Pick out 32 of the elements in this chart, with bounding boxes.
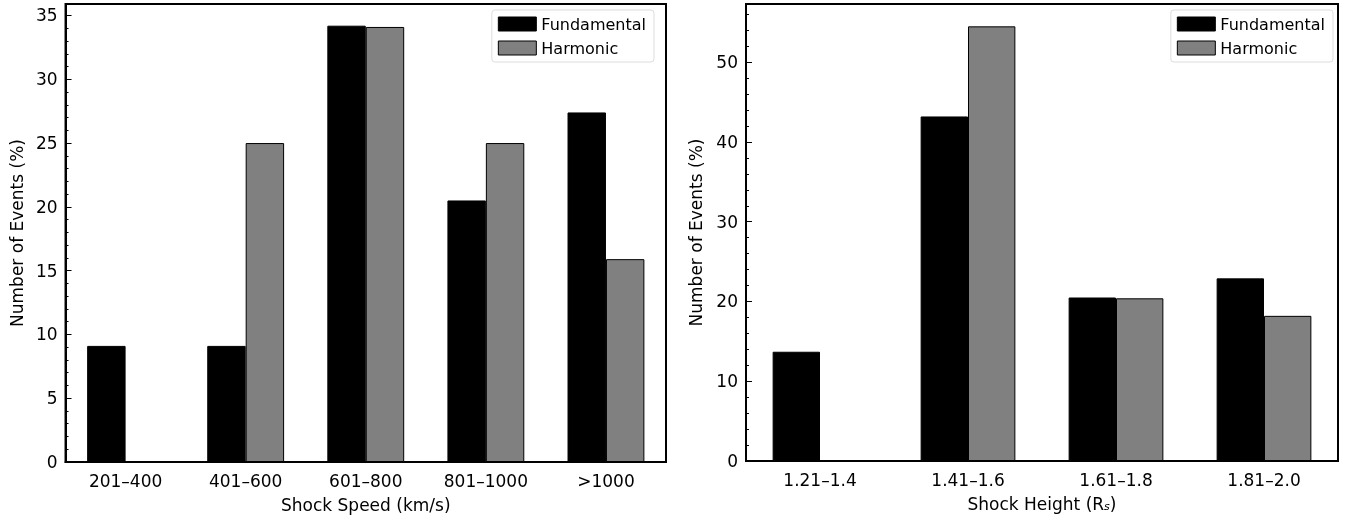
y-tick-label: 40	[716, 131, 738, 152]
y-tick-label: 0	[727, 451, 738, 471]
x-tick-label: 1.81–2.0	[1227, 469, 1301, 490]
legend-label: Fundamental	[1220, 14, 1326, 34]
x-tick-label: 1.21–1.4	[783, 469, 857, 490]
y-tick-label: 30	[716, 211, 738, 232]
y-tick-label: 50	[716, 52, 738, 73]
y-tick-label: 0	[46, 452, 58, 472]
y-tick-label: 15	[35, 260, 58, 281]
x-tick-label: 601–800	[329, 470, 403, 491]
x-tick-label: 201–400	[88, 470, 163, 491]
y-tick-label: 10	[35, 324, 58, 345]
y-tick-label: 35	[35, 5, 58, 26]
y-axis-title: Number of Events (%)	[685, 138, 706, 327]
x-axis-title: Shock Speed (km/s)	[281, 494, 451, 515]
x-tick-label: >1000	[577, 470, 635, 491]
x-tick-label: 1.61–1.8	[1079, 469, 1153, 490]
x-tick-label: 401–600	[208, 470, 283, 491]
y-tick-label: 20	[716, 291, 738, 312]
y-tick-label: 25	[35, 133, 58, 154]
y-tick-label: 5	[46, 388, 58, 409]
y-tick-label: 10	[716, 371, 738, 392]
y-tick-label: 20	[35, 196, 58, 217]
y-axis-title: Number of Events (%)	[6, 139, 27, 327]
legend-label: Harmonic	[1220, 38, 1298, 58]
legend-label: Fundamental	[541, 14, 647, 34]
x-tick-label: 801–1000	[443, 470, 528, 491]
x-tick-label: 1.41–1.6	[931, 469, 1005, 490]
x-axis-title: Shock Height (Rs)	[967, 493, 1117, 514]
legend-label: Harmonic	[541, 38, 619, 58]
y-tick-label: 30	[35, 69, 58, 90]
bar	[772, 351, 820, 461]
